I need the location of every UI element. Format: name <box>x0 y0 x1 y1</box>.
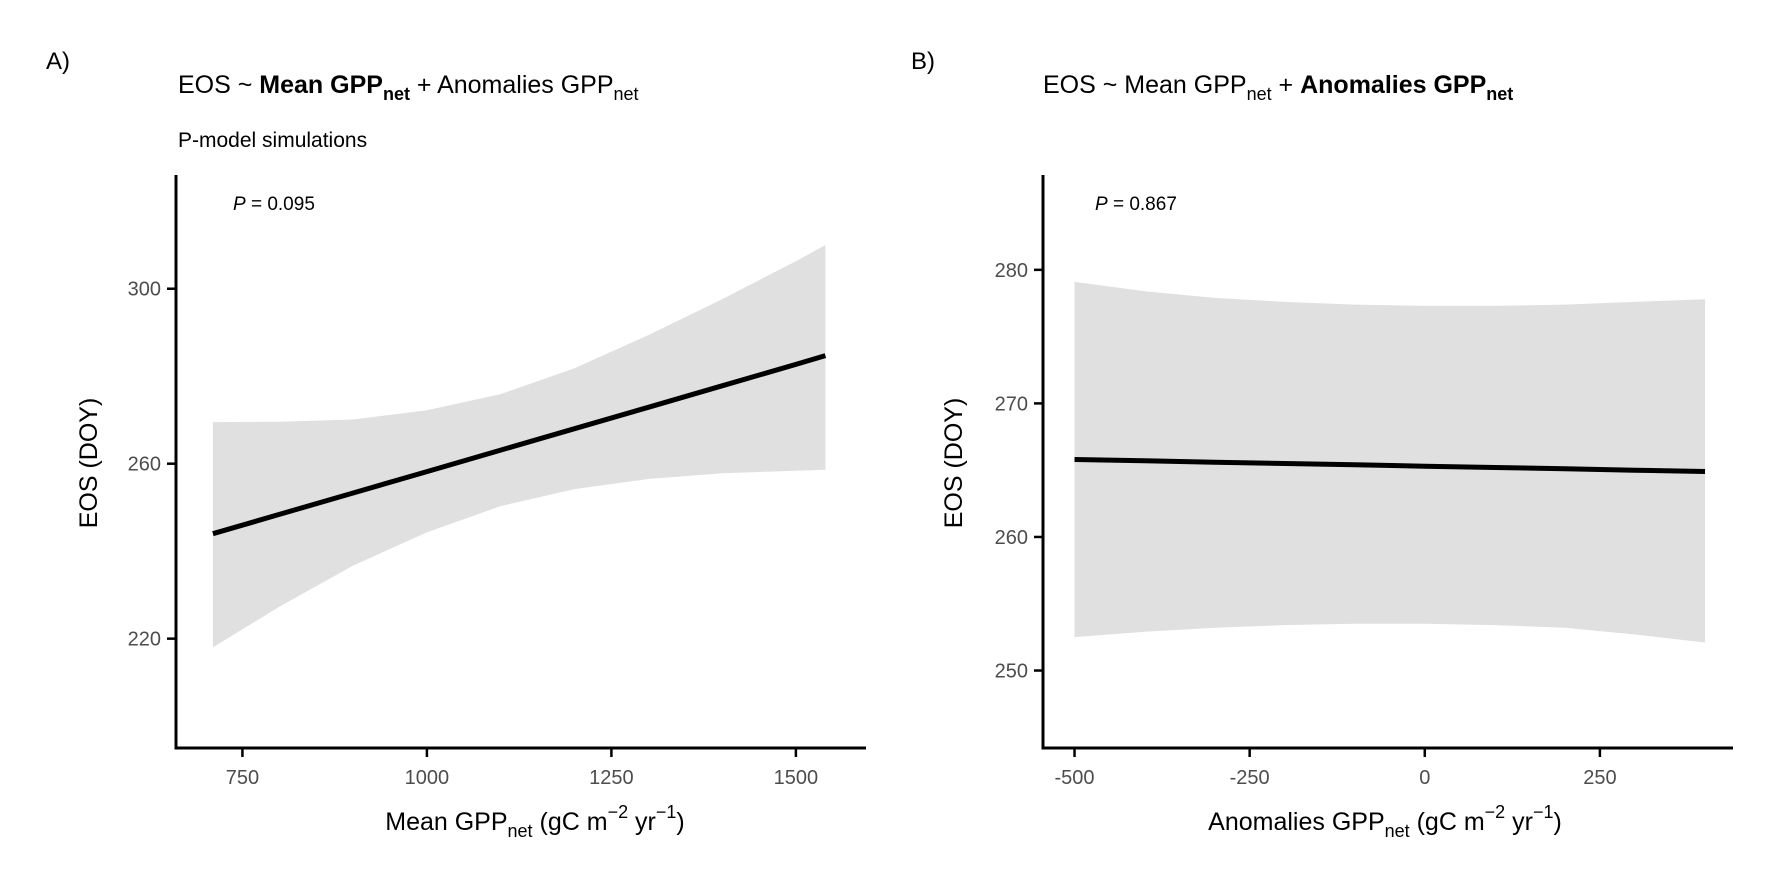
panel-b-y-tick-label: 270 <box>995 393 1028 415</box>
panel-b-fit-line <box>1074 457 1706 474</box>
panel-b-letter: B) <box>911 48 935 75</box>
panel-b-x-tick-label: 0 <box>1419 767 1430 789</box>
panel-a-x-tick-label: 1000 <box>405 767 450 789</box>
panel-a-fit-line <box>212 353 827 537</box>
panel-b: B) EOS ~ Mean GPPnet + Anomalies GPPnet … <box>911 48 1733 841</box>
panel-b-confidence-band <box>1074 281 1705 643</box>
panel-a-y-ticks: 220 260 300 <box>128 279 176 651</box>
panel-a-x-tick-label: 750 <box>226 767 259 789</box>
panel-b-x-tick-label: 250 <box>1583 767 1616 789</box>
panel-a-y-tick-label: 220 <box>128 629 161 651</box>
panel-b-p-value: P = 0.867 <box>1095 194 1177 215</box>
panel-b-x-tick-label: -250 <box>1230 767 1270 789</box>
panel-b-y-tick-label: 280 <box>995 260 1028 282</box>
panel-b-x-axis-title: Anomalies GPPnet (gC m−2 yr−1) <box>1208 802 1562 841</box>
panel-a-x-tick-label: 1250 <box>589 767 634 789</box>
panel-b-y-tick-label: 260 <box>995 527 1028 549</box>
panel-b-title: EOS ~ Mean GPPnet + Anomalies GPPnet <box>1043 71 1513 104</box>
panel-a-x-tick-label: 1500 <box>774 767 819 789</box>
panel-b-x-ticks: -500 -250 0 250 <box>1055 748 1617 789</box>
panel-a-subtitle: P-model simulations <box>178 129 367 152</box>
panel-b-x-tick-label: -500 <box>1055 767 1095 789</box>
panel-b-y-tick-label: 250 <box>995 661 1028 683</box>
panel-a-letter: A) <box>46 48 70 75</box>
panel-a-y-tick-label: 260 <box>128 454 161 476</box>
panel-a-y-axis-title: EOS (DOY) <box>75 398 103 529</box>
panel-a: A) EOS ~ Mean GPPnet + Anomalies GPPnet … <box>46 48 866 841</box>
panel-a-p-value: P = 0.095 <box>233 194 315 215</box>
panel-a-x-axis-title: Mean GPPnet (gC m−2 yr−1) <box>385 802 684 841</box>
panel-a-y-tick-label: 300 <box>128 279 161 301</box>
panel-a-x-ticks: 750 1000 1250 1500 <box>226 748 818 789</box>
panel-a-title: EOS ~ Mean GPPnet + Anomalies GPPnet <box>178 71 639 104</box>
panel-b-y-axis-title: EOS (DOY) <box>940 398 968 529</box>
panel-b-y-ticks: 250 260 270 280 <box>995 260 1043 683</box>
